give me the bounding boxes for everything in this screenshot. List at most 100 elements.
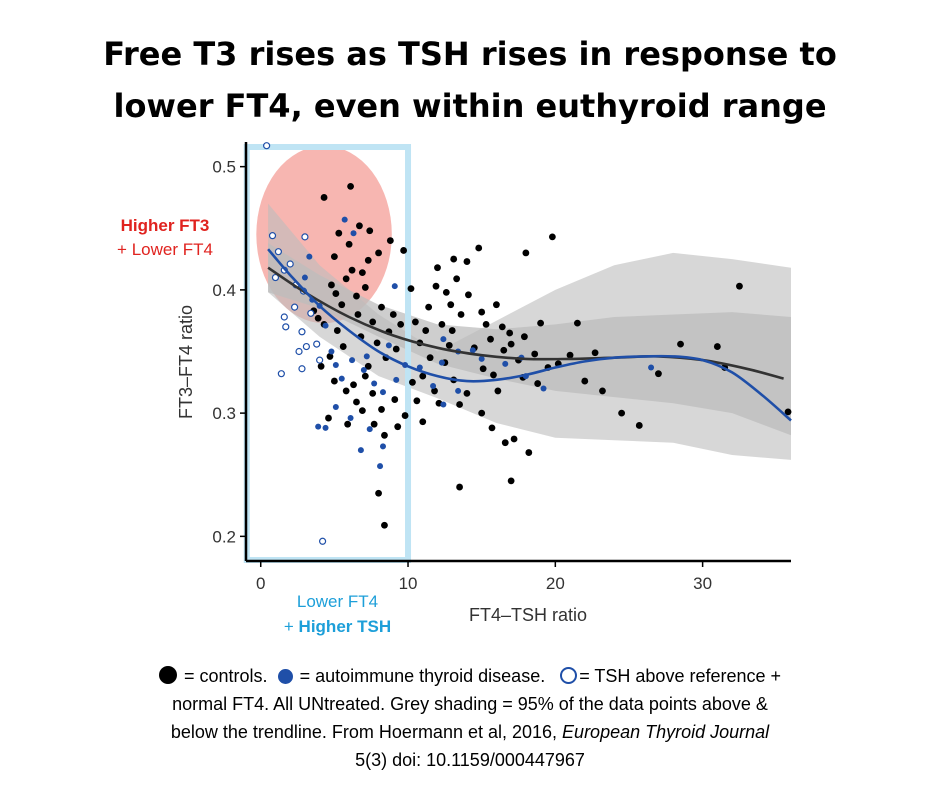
annotation-higher-tsh: Higher TSH bbox=[298, 617, 392, 636]
title-line-1: Free T3 rises as TSH rises in response t… bbox=[103, 35, 837, 73]
data-point-control bbox=[522, 249, 530, 257]
data-point-control bbox=[581, 377, 589, 385]
caption-journal: European Thyroid Journal bbox=[562, 722, 770, 742]
data-point-control bbox=[498, 323, 506, 331]
data-point-control bbox=[344, 420, 352, 428]
y-tick-label: 0.3 bbox=[212, 404, 236, 423]
data-point-control bbox=[425, 303, 433, 311]
data-point-control bbox=[475, 244, 483, 252]
data-point-control bbox=[506, 329, 514, 337]
data-point-tsh-above bbox=[268, 232, 277, 240]
annotation-lower-ft4-prefix: + bbox=[283, 617, 299, 636]
data-point-control bbox=[784, 408, 792, 416]
data-point-tsh-above bbox=[302, 342, 310, 351]
annotation-higher-ft3: Higher FT3 + Lower FT4 bbox=[95, 216, 235, 260]
y-tick-label: 0.2 bbox=[212, 527, 236, 546]
data-point-autoimmune bbox=[347, 415, 354, 422]
legend-autoimmune-label: = autoimmune thyroid disease. bbox=[299, 666, 546, 686]
data-point-control bbox=[361, 372, 369, 380]
data-point-control bbox=[445, 341, 453, 349]
data-point-control bbox=[479, 365, 487, 373]
data-point-autoimmune bbox=[502, 360, 509, 367]
data-point-control bbox=[488, 424, 496, 432]
x-tick-label: 20 bbox=[546, 574, 565, 593]
data-point-control bbox=[453, 275, 461, 283]
chart-title: Free T3 rises as TSH rises in response t… bbox=[0, 28, 940, 132]
data-point-control bbox=[507, 477, 515, 485]
data-point-control bbox=[370, 420, 378, 428]
data-point-control bbox=[442, 288, 450, 296]
data-point-control bbox=[361, 284, 369, 291]
data-point-control bbox=[531, 350, 539, 358]
figure-caption: = controls. = autoimmune thyroid disease… bbox=[40, 662, 900, 774]
data-point-autoimmune bbox=[379, 389, 386, 396]
y-axis-label: FT3–FT4 ratio bbox=[176, 305, 196, 419]
data-point-control bbox=[320, 194, 328, 201]
data-point-control bbox=[364, 256, 372, 264]
data-point-control bbox=[350, 381, 357, 389]
data-point-control bbox=[501, 439, 509, 447]
data-point-control bbox=[394, 423, 402, 431]
data-point-autoimmune bbox=[322, 322, 329, 329]
data-point-tsh-above bbox=[282, 323, 290, 331]
data-point-tsh-above bbox=[301, 233, 309, 241]
data-point-autoimmune bbox=[338, 375, 345, 382]
data-point-control bbox=[354, 311, 362, 318]
data-point-control bbox=[419, 418, 427, 426]
data-point-control bbox=[348, 266, 356, 274]
data-point-tsh-above bbox=[298, 328, 306, 336]
data-point-control bbox=[525, 449, 533, 456]
data-point-control bbox=[400, 247, 408, 254]
data-point-control bbox=[447, 301, 455, 309]
data-point-control bbox=[345, 240, 353, 248]
data-point-control bbox=[434, 264, 441, 272]
data-point-control bbox=[353, 292, 360, 300]
data-point-control bbox=[482, 320, 490, 328]
data-point-tsh-above bbox=[291, 303, 299, 311]
data-point-autoimmune bbox=[377, 463, 384, 470]
data-point-control bbox=[493, 301, 500, 309]
data-point-control bbox=[591, 349, 599, 357]
data-point-control bbox=[378, 406, 385, 413]
data-point-control bbox=[599, 387, 606, 395]
confidence-band bbox=[268, 203, 792, 460]
data-point-control bbox=[635, 422, 643, 429]
data-point-tsh-above bbox=[313, 340, 321, 348]
data-point-control bbox=[328, 281, 335, 289]
data-point-control bbox=[326, 353, 334, 360]
data-point-control bbox=[333, 327, 341, 334]
data-point-autoimmune bbox=[478, 355, 485, 362]
data-point-autoimmune bbox=[440, 401, 447, 408]
data-point-control bbox=[358, 269, 366, 277]
data-point-control bbox=[381, 521, 388, 529]
data-point-control bbox=[386, 237, 394, 244]
data-point-tsh-above bbox=[295, 347, 303, 356]
data-point-autoimmune bbox=[306, 253, 313, 260]
data-point-control bbox=[419, 372, 427, 380]
data-point-autoimmune bbox=[438, 359, 445, 366]
data-point-autoimmune bbox=[455, 387, 462, 394]
data-point-autoimmune bbox=[363, 353, 370, 360]
data-point-control bbox=[407, 285, 415, 293]
data-point-control bbox=[426, 354, 434, 362]
x-tick-label: 30 bbox=[693, 574, 712, 593]
data-point-control bbox=[500, 346, 508, 354]
data-point-control bbox=[465, 291, 472, 299]
title-line-2: lower FT4, even within euthyroid range bbox=[113, 87, 827, 125]
data-point-control bbox=[450, 255, 458, 263]
data-point-autoimmune bbox=[350, 230, 357, 237]
annotation-lower-ft4: Lower FT4 + Higher TSH bbox=[255, 592, 420, 637]
data-point-control bbox=[401, 412, 409, 419]
data-point-control bbox=[356, 222, 363, 230]
data-point-control bbox=[448, 327, 456, 334]
data-point-control bbox=[338, 301, 346, 309]
data-point-control bbox=[510, 435, 518, 443]
caption-line-2: normal FT4. All UNtreated. Grey shading … bbox=[172, 694, 768, 714]
data-point-control bbox=[457, 311, 465, 318]
caption-line-3: below the trendline. From Hoermann et al… bbox=[40, 718, 900, 746]
data-point-control bbox=[422, 327, 430, 334]
caption-line-1: = controls. = autoimmune thyroid disease… bbox=[40, 662, 900, 690]
caption-line-3-text: below the trendline. From Hoermann et al… bbox=[170, 722, 563, 742]
x-tick-label: 0 bbox=[256, 574, 265, 593]
data-point-autoimmune bbox=[332, 403, 339, 410]
